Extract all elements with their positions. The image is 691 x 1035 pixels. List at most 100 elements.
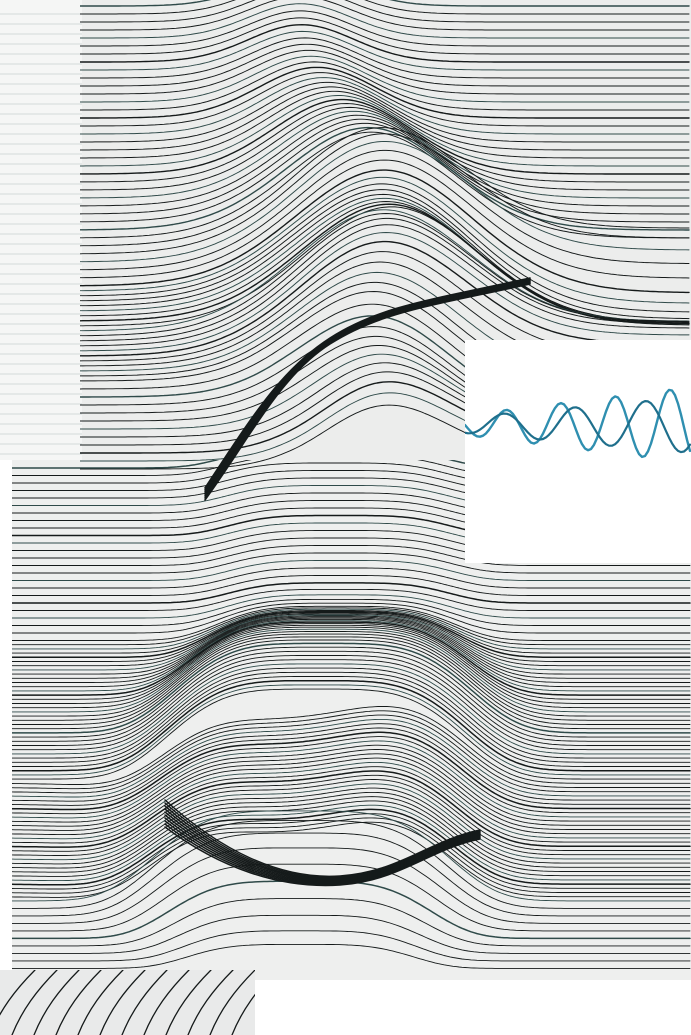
upper-line <box>80 118 690 215</box>
lower-line <box>12 710 691 790</box>
upper-line <box>80 206 690 327</box>
lower-line <box>12 663 691 755</box>
lower-line <box>12 749 691 827</box>
lower-line <box>12 616 691 679</box>
fold-crease-upper <box>204 280 531 495</box>
lower-line <box>12 740 691 819</box>
lower-line <box>12 617 691 683</box>
fold-crease-lower <box>164 802 481 879</box>
lower-line <box>12 810 691 902</box>
lower-line <box>12 633 691 721</box>
fold-crease-lower <box>164 805 481 880</box>
upper-line <box>80 61 690 111</box>
upper-line <box>80 43 690 87</box>
lower-line <box>12 744 691 823</box>
lower-line <box>12 779 691 856</box>
upper-line <box>80 30 690 71</box>
lower-line <box>12 753 691 831</box>
lower-line <box>12 602 691 634</box>
fold-crease-lower <box>164 811 481 882</box>
fold-crease-lower <box>164 799 481 878</box>
fold-crease-upper <box>204 281 531 497</box>
upper-line <box>80 169 690 294</box>
upper-line <box>80 81 690 143</box>
bottom-diagonal-line <box>143 970 190 1035</box>
lower-line <box>12 688 691 780</box>
fold-crease-lower <box>164 814 481 883</box>
lower-line <box>12 610 691 654</box>
lower-line <box>12 791 691 869</box>
upper-line <box>80 114 690 207</box>
lower-line <box>12 605 691 641</box>
lower-line <box>12 667 691 759</box>
lower-line <box>12 659 691 751</box>
lower-line <box>12 930 691 962</box>
lower-line <box>12 736 691 815</box>
lower-line <box>12 614 691 671</box>
lower-line <box>12 671 691 763</box>
fold-crease-upper <box>204 283 531 501</box>
lower-line <box>12 832 691 917</box>
lower-line <box>12 567 691 589</box>
lower-line <box>12 552 691 574</box>
lower-line <box>12 766 691 844</box>
upper-line <box>80 110 690 199</box>
lower-line <box>12 545 691 566</box>
wave-inset-panel <box>465 340 691 563</box>
bottom-diagonal-line <box>121 970 168 1035</box>
bottom-diagonal-line <box>55 970 102 1035</box>
lower-line <box>12 820 691 909</box>
fold-crease-lower <box>164 826 481 887</box>
fold-crease-upper <box>204 277 531 489</box>
lower-line <box>12 612 691 662</box>
upper-line <box>80 10 690 47</box>
lower-line <box>12 796 691 873</box>
bottom-diagonal-line <box>11 970 58 1035</box>
bottom-diagonal-line <box>231 993 255 1035</box>
lower-line <box>12 655 691 746</box>
fold-crease-lower <box>164 817 481 884</box>
lower-line <box>12 731 691 811</box>
lower-line <box>12 676 691 767</box>
lower-line <box>12 863 691 932</box>
fold-crease-upper <box>204 282 531 499</box>
bottom-diagonal-line <box>165 970 212 1035</box>
lower-line <box>12 650 691 742</box>
bottom-diagonal-line <box>187 970 234 1035</box>
fold-crease-upper <box>204 279 531 493</box>
lower-line <box>12 684 691 776</box>
lower-line <box>12 560 691 581</box>
upper-line <box>80 183 690 313</box>
upper-line <box>80 72 690 127</box>
upper-line <box>80 90 690 159</box>
lower-line <box>12 821 691 898</box>
bottom-diagonal-line <box>99 970 146 1035</box>
lower-line <box>12 943 691 969</box>
lower-line <box>12 706 691 785</box>
wave-curve-b <box>465 400 691 454</box>
upper-line <box>80 159 690 279</box>
lower-line <box>12 598 691 626</box>
upper-line <box>80 122 690 223</box>
lower-line <box>12 613 691 667</box>
upper-line <box>80 86 690 151</box>
lower-line <box>12 914 691 954</box>
lower-line <box>12 618 691 688</box>
lower-line <box>12 817 691 894</box>
lower-line <box>12 628 691 713</box>
upper-line <box>80 224 690 347</box>
lower-line <box>12 621 691 696</box>
lower-line <box>12 588 691 611</box>
upper-line <box>80 0 690 23</box>
upper-line <box>80 127 690 247</box>
bottom-diagonal-line <box>209 970 255 1035</box>
bottom-diagonal-line <box>77 970 124 1035</box>
upper-line <box>80 217 690 342</box>
lower-line <box>12 608 691 650</box>
upper-line <box>80 95 690 167</box>
upper-line <box>80 55 690 103</box>
upper-line <box>80 0 690 31</box>
upper-line <box>80 213 690 337</box>
lower-line <box>12 620 691 692</box>
